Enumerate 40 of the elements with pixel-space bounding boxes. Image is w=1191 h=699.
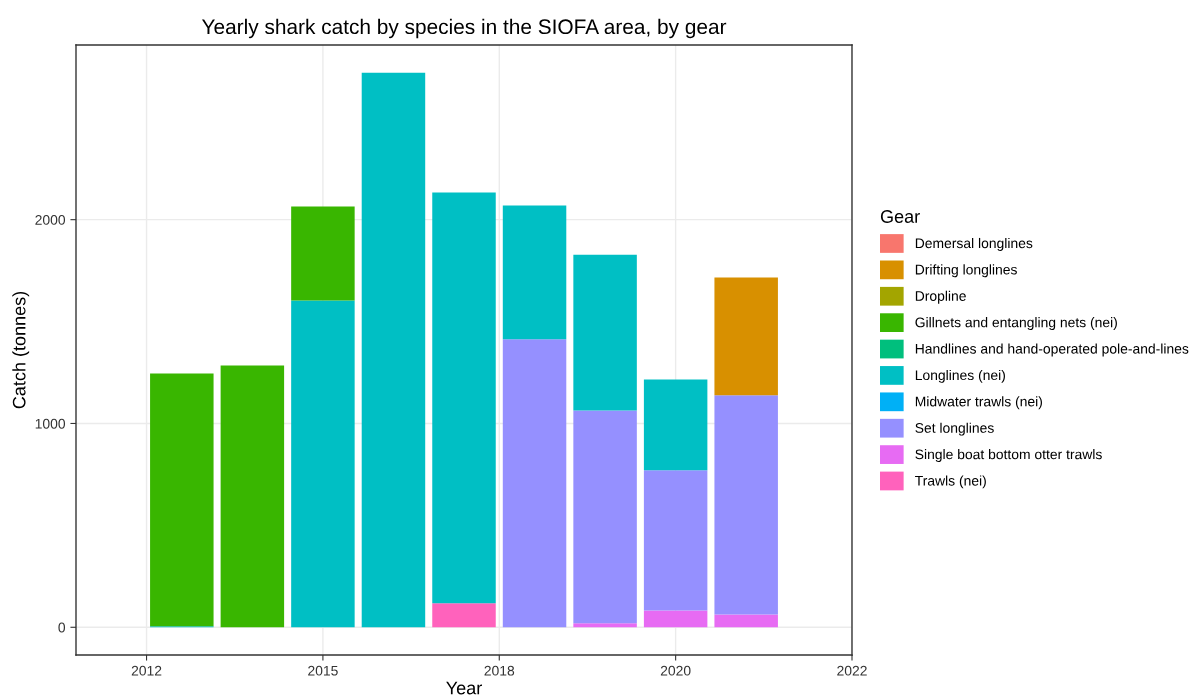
bar: [573, 623, 637, 628]
bar: [573, 410, 637, 624]
legend-label: Trawls (nei): [915, 475, 986, 489]
bar: [643, 470, 708, 611]
bar: [291, 206, 355, 301]
y-tick-label: 2000: [35, 215, 66, 225]
x-axis-title: Year: [446, 681, 482, 695]
legend-label: Longlines (nei): [915, 369, 1005, 383]
x-tick-label: 2020: [660, 665, 691, 676]
bar: [291, 300, 355, 628]
y-tick-label: 0: [58, 622, 66, 633]
bar: [361, 72, 426, 628]
x-tick-label: 2018: [484, 665, 515, 676]
y-tick-label: 1000: [35, 418, 66, 429]
x-tick-label: 2022: [837, 665, 867, 676]
legend-label: Handlines and hand-operated pole-and-lines: [915, 343, 1189, 357]
bar: [714, 395, 778, 615]
legend-label: Gillnets and entangling nets (nei): [915, 317, 1117, 331]
y-axis-title: Catch (tonnes): [12, 291, 30, 409]
legend-label: Set longlines: [915, 422, 994, 436]
legend-label: Drifting longlines: [915, 264, 1017, 278]
legend-label: Midwater trawls (nei): [915, 396, 1042, 410]
legend-label: Single boat bottom otter trawls: [915, 449, 1102, 462]
legend-label: Demersal longlines: [915, 237, 1033, 251]
bar: [502, 205, 567, 340]
bar: [502, 339, 567, 628]
bar: [220, 365, 285, 628]
bar: [643, 610, 708, 628]
legend-label: Dropline: [915, 290, 966, 304]
bar: [714, 614, 778, 628]
bar: [573, 254, 637, 411]
bar: [150, 373, 214, 627]
bar: [714, 277, 778, 396]
bar: [432, 192, 496, 604]
bar: [432, 603, 496, 628]
chart-title: Yearly shark catch by species in the SIOFA area, by gear: [201, 18, 727, 39]
x-tick-label: 2012: [131, 665, 162, 676]
legend-title: Gear: [880, 210, 920, 223]
bar: [643, 379, 708, 471]
x-tick-label: 2015: [308, 665, 338, 676]
